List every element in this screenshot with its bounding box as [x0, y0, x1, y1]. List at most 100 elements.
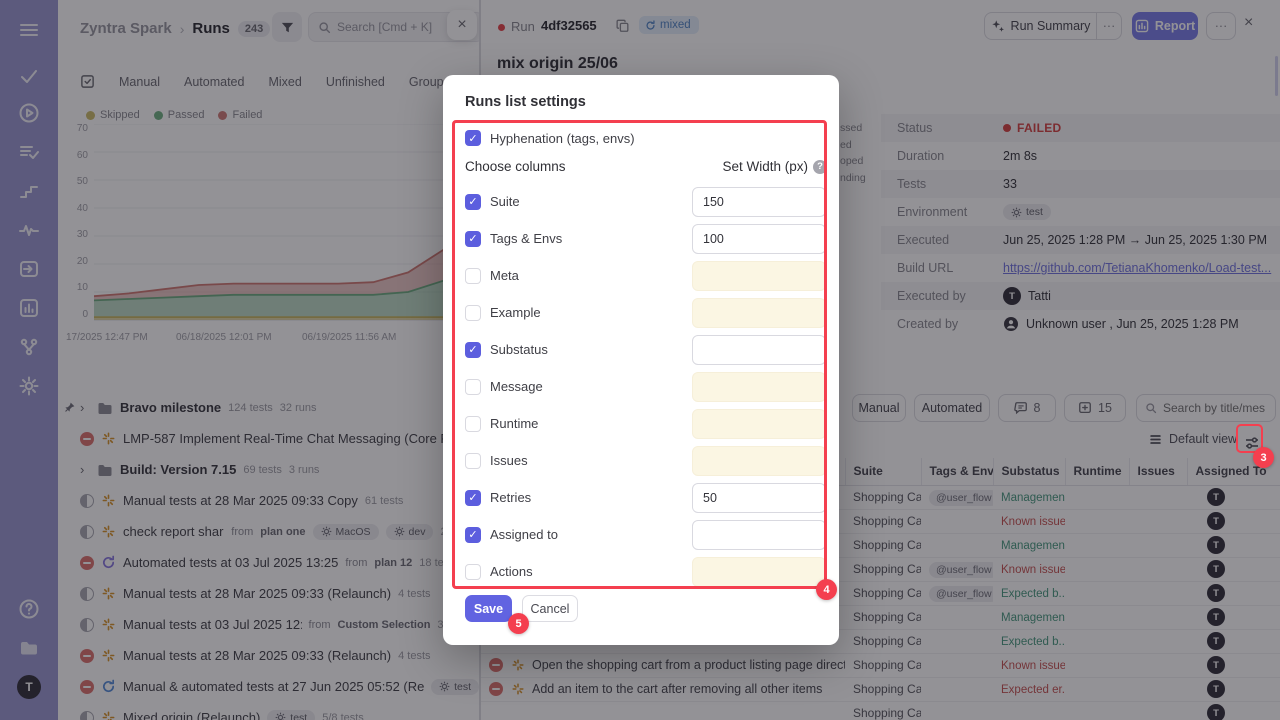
- tab-mixed[interactable]: Mixed: [268, 74, 302, 89]
- run-title[interactable]: Build: Version 7.15: [120, 462, 237, 477]
- column-width-input[interactable]: [692, 445, 826, 476]
- run-title[interactable]: LMP-587 Implement Real-Time Chat Messagi…: [123, 431, 479, 446]
- substatus-cell[interactable]: Managemen...: [1001, 492, 1065, 504]
- run-summary-button[interactable]: Run Summary: [984, 12, 1096, 40]
- column-width-input[interactable]: [692, 260, 826, 291]
- substatus-cell[interactable]: Known issue: [1001, 660, 1065, 672]
- run-list-item[interactable]: › Build: Version 7.15 69 tests 3 runs: [58, 454, 479, 485]
- run-title[interactable]: check report sharing: [123, 524, 224, 539]
- substatus-cell[interactable]: Expected b...: [1001, 588, 1065, 600]
- test-row[interactable]: Add an item to the cart after removing a…: [481, 677, 1280, 702]
- column-width-input[interactable]: [692, 297, 826, 328]
- run-title[interactable]: Manual & automated tests at 27 Jun 2025 …: [123, 679, 425, 694]
- column-checkbox[interactable]: ✓: [465, 267, 481, 284]
- substatus-cell[interactable]: Expected er...: [1001, 684, 1065, 696]
- run-list-item[interactable]: LMP-587 Implement Real-Time Chat Messagi…: [58, 423, 479, 454]
- runs-search-input[interactable]: [337, 20, 474, 34]
- column-checkbox[interactable]: ✓: [465, 341, 481, 358]
- filter-manual-button[interactable]: Manual: [852, 394, 906, 422]
- substatus-cell[interactable]: Expected b...: [1001, 636, 1065, 648]
- column-checkbox[interactable]: ✓: [465, 193, 481, 210]
- panel-close-button[interactable]: ×: [447, 10, 477, 40]
- column-issues[interactable]: Issues: [1128, 458, 1187, 486]
- assigned-avatar[interactable]: T: [1207, 512, 1225, 530]
- branch-icon[interactable]: [17, 335, 41, 359]
- more-actions-button[interactable]: ···: [1206, 12, 1236, 40]
- assigned-avatar[interactable]: T: [1207, 632, 1225, 650]
- column-checkbox[interactable]: ✓: [465, 378, 481, 395]
- column-checkbox[interactable]: ✓: [465, 563, 481, 580]
- report-button[interactable]: Report: [1132, 12, 1198, 40]
- assigned-avatar[interactable]: T: [1207, 488, 1225, 506]
- assigned-avatar[interactable]: T: [1207, 704, 1225, 720]
- test-title[interactable]: Add an item to the cart after removing a…: [532, 682, 823, 696]
- column-suite[interactable]: Suite: [844, 458, 921, 486]
- substatus-cell[interactable]: Known issue: [1001, 564, 1065, 576]
- save-button[interactable]: Save: [465, 595, 512, 622]
- column-width-input[interactable]: [692, 334, 826, 365]
- filter-button[interactable]: [272, 12, 302, 42]
- assigned-avatar[interactable]: T: [1207, 608, 1225, 626]
- run-title[interactable]: Manual tests at 03 Jul 2025 12:08: [123, 617, 302, 632]
- comments-count-button[interactable]: 8: [998, 394, 1056, 422]
- column-width-input[interactable]: [692, 482, 826, 513]
- chevron-right-icon[interactable]: ›: [80, 462, 85, 477]
- run-summary-more-button[interactable]: ···: [1096, 12, 1122, 40]
- test-title[interactable]: Open the shopping cart from a product li…: [532, 658, 845, 672]
- column-width-input[interactable]: [692, 519, 826, 550]
- column-checkbox[interactable]: ✓: [465, 415, 481, 432]
- run-title[interactable]: Manual tests at 28 Mar 2025 09:33 Copy: [123, 493, 358, 508]
- column-width-input[interactable]: [692, 408, 826, 439]
- column-width-input[interactable]: [692, 186, 826, 217]
- run-list-item[interactable]: Automated tests at 03 Jul 2025 13:25 fro…: [58, 547, 479, 578]
- substatus-cell[interactable]: Managemen...: [1001, 540, 1065, 552]
- column-width-input[interactable]: [692, 556, 826, 587]
- run-title[interactable]: Bravo milestone: [120, 400, 222, 415]
- filter-automated-button[interactable]: Automated: [914, 394, 990, 422]
- app-name[interactable]: Zyntra Spark: [80, 20, 172, 37]
- run-title[interactable]: Manual tests at 28 Mar 2025 09:33 (Relau…: [123, 586, 392, 601]
- column-checkbox[interactable]: ✓: [465, 230, 481, 247]
- scrollbar-thumb[interactable]: [1275, 56, 1278, 96]
- settings-gear-icon[interactable]: [17, 374, 41, 398]
- column-tags-envs[interactable]: Tags & Envs: [920, 458, 993, 486]
- assigned-avatar[interactable]: T: [1207, 584, 1225, 602]
- column-checkbox[interactable]: ✓: [465, 452, 481, 469]
- run-title[interactable]: Manual tests at 28 Mar 2025 09:33 (Relau…: [123, 648, 392, 663]
- tab-manual[interactable]: Manual: [119, 74, 160, 89]
- play-circle-icon[interactable]: [17, 101, 41, 125]
- substatus-cell[interactable]: Known issue: [1001, 516, 1065, 528]
- substatus-cell[interactable]: Managemen...: [1001, 612, 1065, 624]
- hyphenation-checkbox[interactable]: ✓: [465, 130, 481, 146]
- cancel-button[interactable]: Cancel: [522, 595, 578, 622]
- column-runtime[interactable]: Runtime: [1064, 458, 1129, 486]
- executed-by-avatar[interactable]: T: [1003, 287, 1021, 305]
- run-list-item[interactable]: Manual tests at 28 Mar 2025 09:33 (Relau…: [58, 640, 479, 671]
- projects-folder-icon[interactable]: [17, 636, 41, 660]
- column-checkbox[interactable]: ✓: [465, 526, 481, 543]
- run-list-icon[interactable]: [17, 140, 41, 164]
- assigned-avatar[interactable]: T: [1207, 656, 1225, 674]
- assigned-avatar[interactable]: T: [1207, 680, 1225, 698]
- build-url-link[interactable]: https://github.com/TetianaKhomenko/Load-…: [1003, 261, 1272, 275]
- run-title[interactable]: Mixed origin (Relaunch): [123, 710, 261, 720]
- help-icon[interactable]: [17, 597, 41, 621]
- tests-search-input[interactable]: [1163, 401, 1267, 415]
- close-run-button[interactable]: ×: [1244, 14, 1254, 31]
- column-width-input[interactable]: [692, 371, 826, 402]
- menu-icon[interactable]: [17, 18, 41, 42]
- assigned-avatar[interactable]: T: [1207, 536, 1225, 554]
- test-row[interactable]: Shopping Cart... T: [481, 701, 1280, 720]
- run-list-item[interactable]: check report sharing from plan one MacOS…: [58, 516, 479, 547]
- column-width-input[interactable]: [692, 223, 826, 254]
- help-icon[interactable]: ?: [813, 159, 827, 174]
- tests-search[interactable]: [1136, 394, 1276, 422]
- default-view-selector[interactable]: Default view: [1149, 432, 1237, 446]
- column-checkbox[interactable]: ✓: [465, 489, 481, 506]
- run-list-item[interactable]: Manual tests at 28 Mar 2025 09:33 (Relau…: [58, 578, 479, 609]
- tab-automated[interactable]: Automated: [184, 74, 245, 89]
- notes-count-button[interactable]: 15: [1064, 394, 1126, 422]
- sign-in-icon[interactable]: [17, 257, 41, 281]
- analytics-icon[interactable]: [17, 296, 41, 320]
- test-row[interactable]: Open the shopping cart from a product li…: [481, 653, 1280, 678]
